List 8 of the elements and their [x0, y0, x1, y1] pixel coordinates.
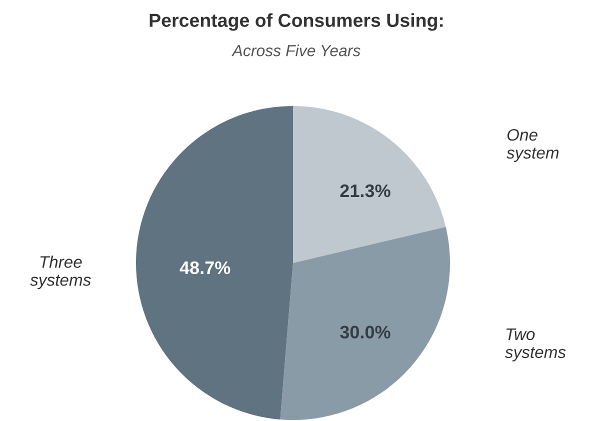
- chart-subtitle: Across Five Years: [232, 44, 360, 56]
- slice-label: Three systems: [30, 256, 91, 290]
- slice-label: Two systems: [504, 328, 566, 362]
- data-label: 21.3%: [340, 184, 390, 198]
- slice-label: One system: [506, 128, 559, 162]
- data-label: 30.0%: [340, 326, 390, 339]
- chart-title: Percentage of Consumers Using:: [150, 13, 443, 31]
- data-label: 48.7%: [180, 261, 230, 274]
